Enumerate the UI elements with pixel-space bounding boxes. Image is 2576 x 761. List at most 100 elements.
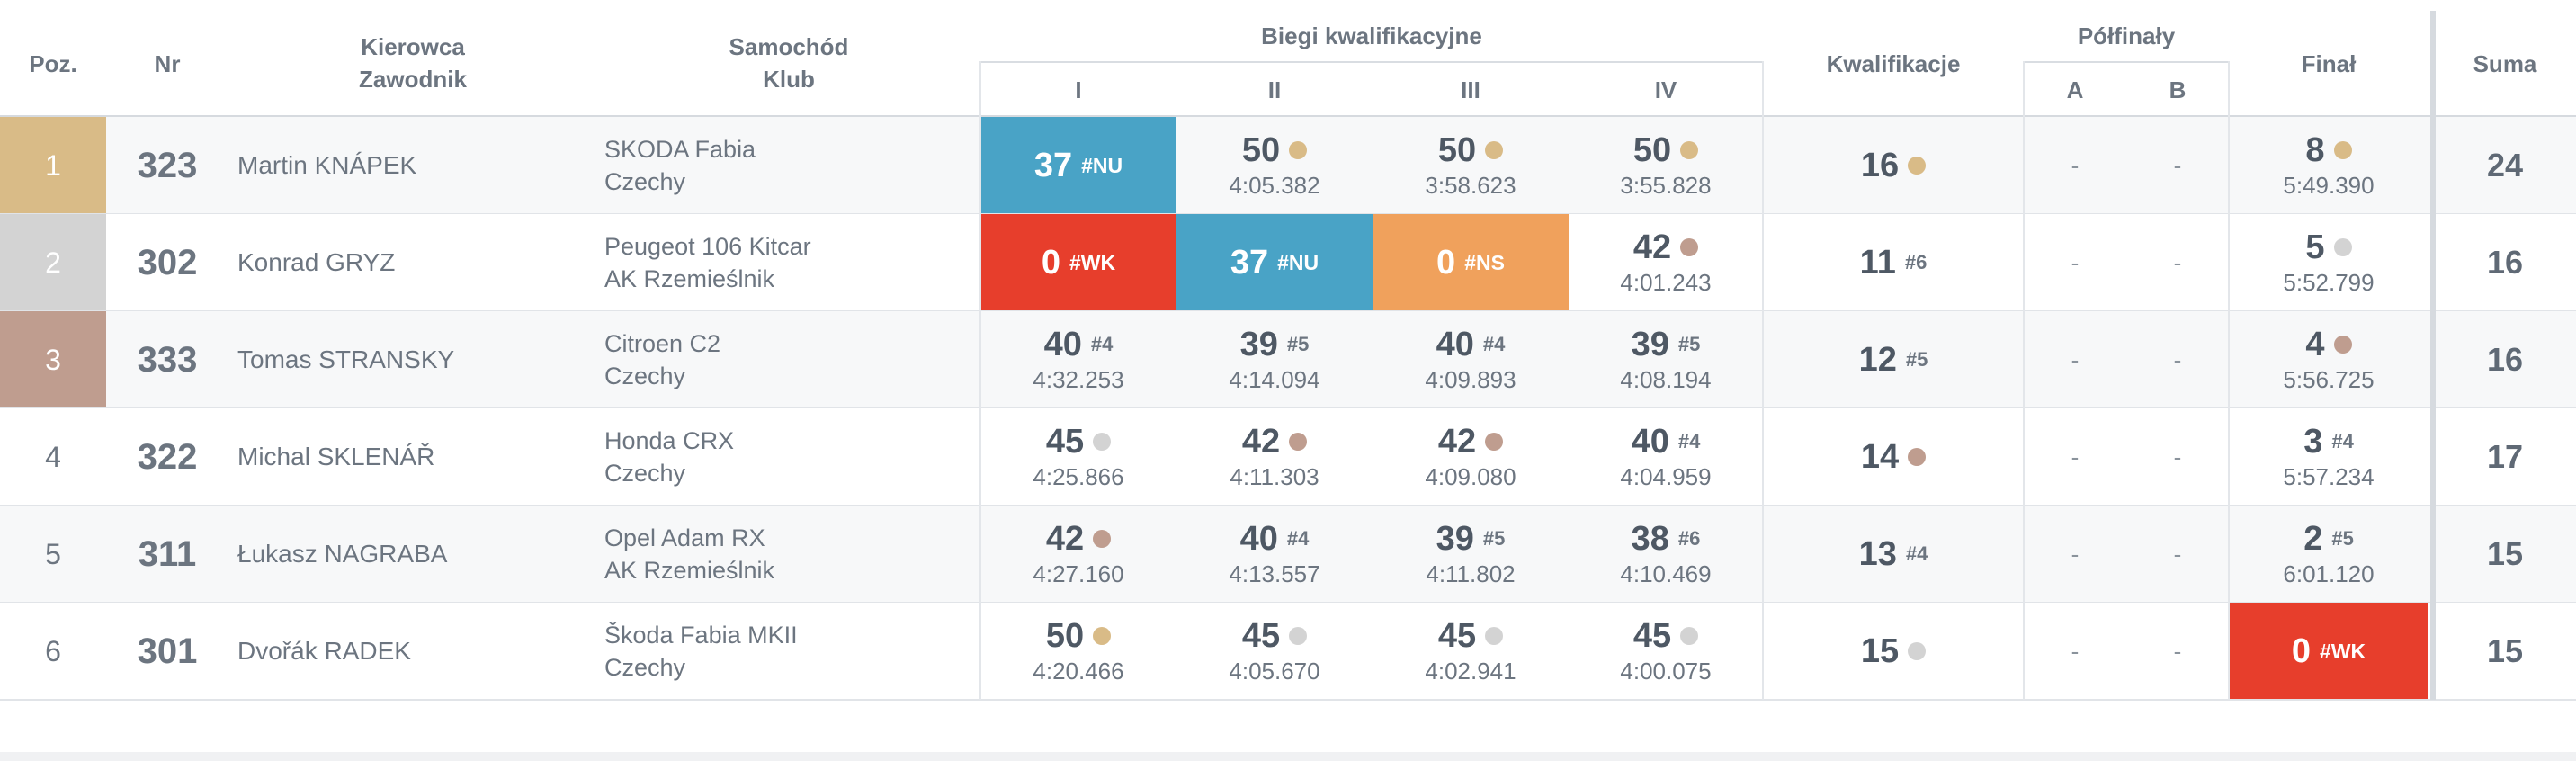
column-divider — [1762, 61, 1764, 700]
final-result: 3 #4 5:57.234 — [2229, 408, 2428, 506]
heat-4-result-time: 4:00.075 — [1620, 658, 1712, 685]
header-heat-4: IV — [1654, 76, 1677, 103]
qualification-result-top: 14 — [1861, 437, 1927, 477]
position-cell: 5 — [45, 537, 61, 570]
heat-4-result: 39 #5 4:08.194 — [1569, 311, 1763, 408]
final-result-points: 2 — [2303, 520, 2323, 558]
semifinal-b-result: - — [2173, 345, 2182, 373]
final-result-top: 2 #5 — [2303, 519, 2354, 559]
heat-4-result-points: 40 — [1631, 423, 1669, 461]
heat-2-result-top: 45 — [1241, 616, 1308, 656]
heat-2-result-points: 45 — [1241, 617, 1281, 655]
header-driver-line1: Kierowca — [361, 33, 465, 60]
header-car-line1: Samochód — [729, 33, 849, 60]
heat-1-result-points: 40 — [1043, 326, 1082, 363]
heat-4-result: 50 3:55.828 — [1569, 117, 1763, 214]
heat-1-result-time: 4:32.253 — [1033, 366, 1124, 393]
heat-4-result-points: 38 — [1631, 520, 1669, 558]
heat-3-result-top: 50 — [1437, 130, 1504, 170]
heat-3-result-top: 0 #NS — [1436, 243, 1505, 282]
heat-3-result-points: 50 — [1437, 131, 1477, 169]
header-car-line2: Klub — [763, 66, 815, 93]
heat-1-result-rank: #WK — [1069, 250, 1116, 274]
heat-2-result-rank: #4 — [1286, 527, 1310, 550]
gold-medal-icon — [1908, 157, 1927, 175]
heat-3-result: 50 3:58.623 — [1373, 117, 1569, 214]
car-club-cell: Honda CRX Czechy — [604, 408, 980, 506]
heat-4-result-top: 38 #6 — [1632, 519, 1701, 559]
final-result: 2 #5 6:01.120 — [2229, 506, 2428, 603]
semifinals-underline — [2024, 61, 2229, 63]
final-result-points: 8 — [2305, 131, 2325, 169]
qualification-result-points: 15 — [1860, 632, 1900, 670]
heat-3-result-top: 45 — [1438, 616, 1504, 656]
heat-4-result-time: 4:08.194 — [1620, 366, 1712, 393]
driver-name: Martin KNÁPEK — [237, 151, 417, 179]
heat-1-result-points: 0 — [1041, 244, 1060, 282]
heat-3-result-time: 4:09.893 — [1425, 366, 1516, 393]
final-result-points: 4 — [2305, 326, 2325, 363]
heat-3-result-rank: #4 — [1482, 333, 1506, 355]
qualification-result-rank: #6 — [1904, 251, 1928, 273]
heat-2-result-time: 4:05.382 — [1229, 172, 1320, 199]
header-driver-line2: Zawodnik — [359, 66, 467, 93]
club-name: Czechy — [604, 654, 686, 681]
final-result-time: 5:49.390 — [2283, 172, 2375, 199]
semifinal-b-result: - — [2173, 540, 2182, 568]
heat-1-result-top: 50 — [1046, 616, 1112, 656]
header-car: Samochód Klub — [597, 31, 980, 95]
qualification-result-top: 16 — [1861, 146, 1927, 185]
car-club-cell: Citroen C2 Czechy — [604, 311, 980, 408]
table-row — [0, 603, 2576, 700]
heat-3-result-time: 3:58.623 — [1425, 172, 1516, 199]
final-result: 8 5:49.390 — [2229, 117, 2428, 214]
total-sum: 16 — [2486, 341, 2524, 378]
header-driver: Kierowca Zawodnik — [228, 31, 597, 95]
heat-1-result: 40 #4 4:32.253 — [980, 311, 1176, 408]
silver-medal-icon — [1908, 642, 1927, 660]
heat-1-result: 45 4:25.866 — [980, 408, 1176, 506]
heat-4-result-top: 39 #5 — [1632, 325, 1701, 364]
heats-group-underline — [980, 61, 1763, 63]
heat-4-result: 42 4:01.243 — [1569, 214, 1763, 311]
heat-2-result-time: 4:14.094 — [1229, 366, 1320, 393]
row-divider — [0, 699, 2576, 701]
heat-3-result: 0 #NS — [1373, 214, 1569, 311]
header-nr: Nr — [154, 50, 181, 77]
heat-2-result: 37 #NU — [1176, 214, 1373, 311]
final-result-points: 3 — [2303, 423, 2323, 461]
heat-4-result: 38 #6 4:10.469 — [1569, 506, 1763, 603]
position-cell: 2 — [0, 214, 106, 311]
header-heat-2: II — [1267, 76, 1282, 103]
heat-4-result-time: 4:10.469 — [1620, 560, 1712, 587]
heat-2-result: 42 4:11.303 — [1176, 408, 1373, 506]
qualification-result-top: 12 #5 — [1859, 340, 1928, 380]
heat-1-result-rank: #4 — [1090, 333, 1114, 355]
heat-2-result: 39 #5 4:14.094 — [1176, 311, 1373, 408]
silver-medal-icon — [2333, 238, 2352, 256]
qualification-result-points: 12 — [1858, 341, 1897, 379]
heat-1-result-top: 37 #NU — [1034, 146, 1123, 185]
heat-4-result-top: 50 — [1633, 130, 1699, 170]
heat-4-result: 40 #4 4:04.959 — [1569, 408, 1763, 506]
semifinal-a-result: - — [2071, 345, 2080, 373]
final-result-top: 0 #WK — [2292, 631, 2366, 671]
header-bottom-border — [0, 115, 2576, 117]
column-divider — [979, 61, 981, 700]
final-result-top: 8 — [2305, 130, 2352, 170]
total-sum: 16 — [2486, 244, 2524, 281]
gold-medal-icon — [2333, 141, 2352, 159]
heat-2-result: 40 #4 4:13.557 — [1176, 506, 1373, 603]
semifinal-a-result: - — [2071, 637, 2080, 665]
heat-1-result: 37 #NU — [980, 117, 1176, 214]
bronze-medal-icon — [1908, 448, 1927, 466]
final-result-time: 5:56.725 — [2283, 366, 2375, 393]
table-row — [0, 117, 2576, 214]
heat-2-result-time: 4:05.670 — [1229, 658, 1320, 685]
heat-3-result: 39 #5 4:11.802 — [1373, 506, 1569, 603]
header-qualification: Kwalifikacje — [1826, 50, 1961, 77]
car-name: Honda CRX — [604, 427, 735, 454]
final-result-top: 4 — [2305, 325, 2352, 364]
start-number: 301 — [137, 631, 198, 671]
heat-1-result: 50 4:20.466 — [980, 603, 1176, 700]
